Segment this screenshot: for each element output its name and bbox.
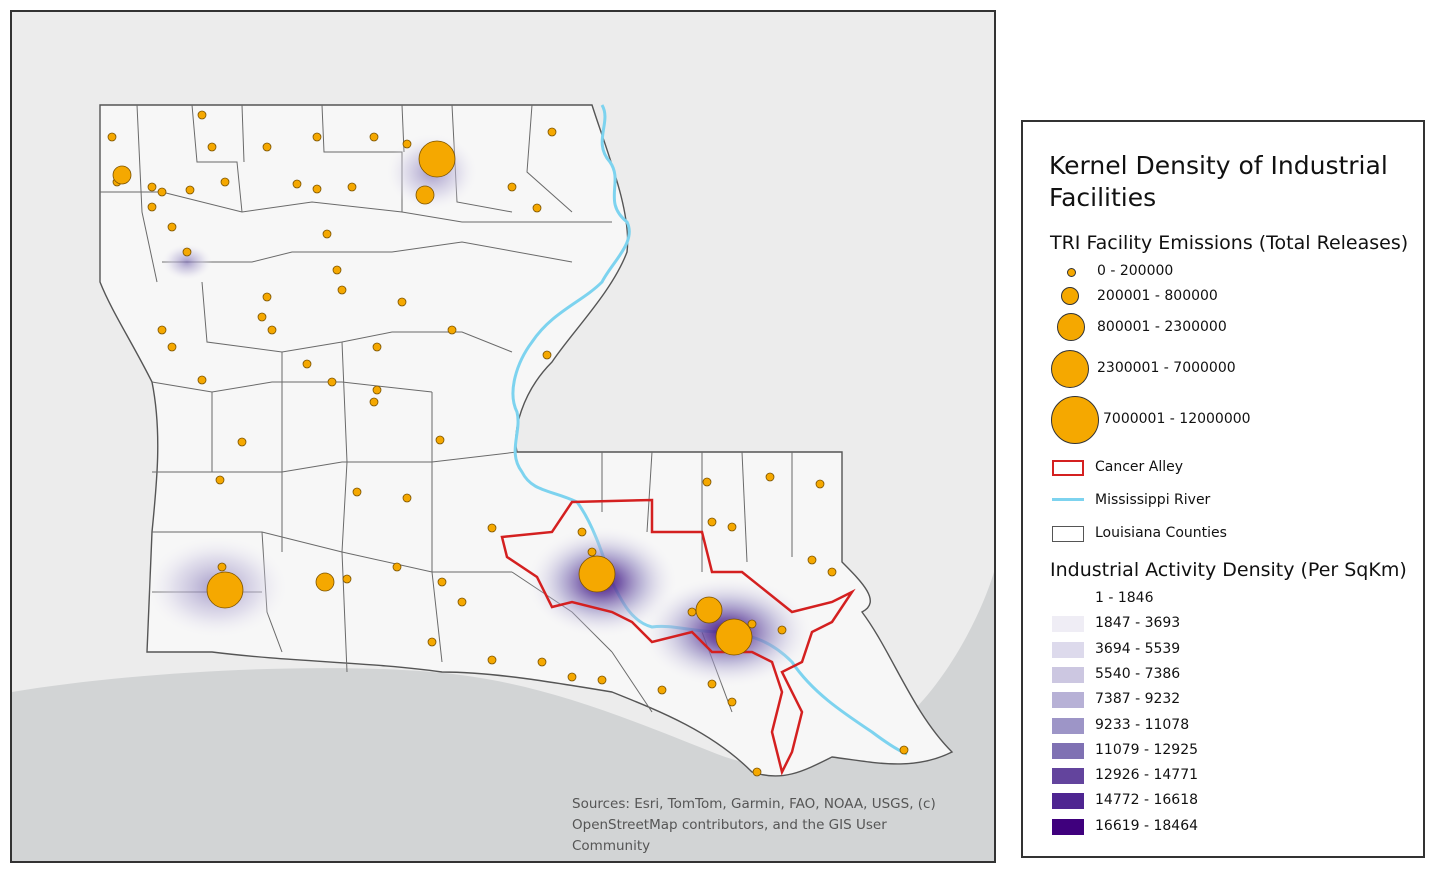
attribution: Sources: Esri, TomTom, Garmin, FAO, NOAA… (572, 796, 936, 854)
emission-class-3-label: 800001 - 2300000 (1097, 319, 1227, 335)
density-class-8-label: 12926 - 14771 (1095, 767, 1199, 783)
density-class-7-swatch (1052, 743, 1084, 759)
emission-class-1-symbol (1067, 268, 1076, 277)
counties-swatch (1052, 526, 1084, 542)
emission-class-4-symbol (1051, 350, 1089, 388)
emission-class-5-symbol (1051, 396, 1099, 444)
density-class-9-label: 14772 - 16618 (1095, 792, 1199, 808)
density-class-1-label: 1 - 1846 (1095, 590, 1154, 606)
legend-title: Kernel Density of Industrial Facilities (1049, 151, 1388, 212)
river-swatch (1052, 498, 1084, 501)
emission-class-3-symbol (1057, 313, 1085, 341)
density-class-5-swatch (1052, 692, 1084, 708)
density-class-6-label: 9233 - 11078 (1095, 717, 1190, 733)
cancer-alley-boundary (500, 498, 856, 776)
facility-points (107, 110, 909, 777)
density-class-5-label: 7387 - 9232 (1095, 691, 1181, 707)
map-panel[interactable]: Sources: Esri, TomTom, Garmin, FAO, NOAA… (10, 10, 996, 863)
density-class-1-swatch (1052, 591, 1084, 607)
counties-label: Louisiana Counties (1095, 525, 1227, 541)
emissions-heading: TRI Facility Emissions (Total Releases) (1050, 232, 1409, 254)
cancer-alley-swatch (1052, 460, 1084, 476)
county-borders (100, 104, 793, 713)
density-class-2-label: 1847 - 3693 (1095, 615, 1181, 631)
gulf-of-mexico (12, 572, 994, 861)
cancer-alley-label: Cancer Alley (1095, 459, 1183, 475)
density-class-7-label: 11079 - 12925 (1095, 742, 1199, 758)
density-class-4-label: 5540 - 7386 (1095, 666, 1181, 682)
emission-class-4-label: 2300001 - 7000000 (1097, 360, 1236, 376)
legend-panel: Kernel Density of Industrial Facilities … (1021, 120, 1425, 858)
density-class-10-label: 16619 - 18464 (1095, 818, 1199, 834)
density-class-4-swatch (1052, 667, 1084, 683)
density-class-10-swatch (1052, 819, 1084, 835)
density-class-9-swatch (1052, 793, 1084, 809)
emission-class-2-label: 200001 - 800000 (1097, 288, 1218, 304)
density-heading: Industrial Activity Density (Per SqKm) (1050, 559, 1407, 581)
emission-class-2-symbol (1061, 287, 1079, 305)
density-class-3-label: 3694 - 5539 (1095, 641, 1181, 657)
louisiana-map (12, 104, 994, 861)
density-class-6-swatch (1052, 718, 1084, 734)
emission-class-5-label: 7000001 - 12000000 (1103, 411, 1251, 427)
density-class-2-swatch (1052, 616, 1084, 632)
emission-class-1-label: 0 - 200000 (1097, 263, 1174, 279)
river-label: Mississippi River (1095, 492, 1211, 508)
density-class-3-swatch (1052, 642, 1084, 658)
density-class-8-swatch (1052, 768, 1084, 784)
